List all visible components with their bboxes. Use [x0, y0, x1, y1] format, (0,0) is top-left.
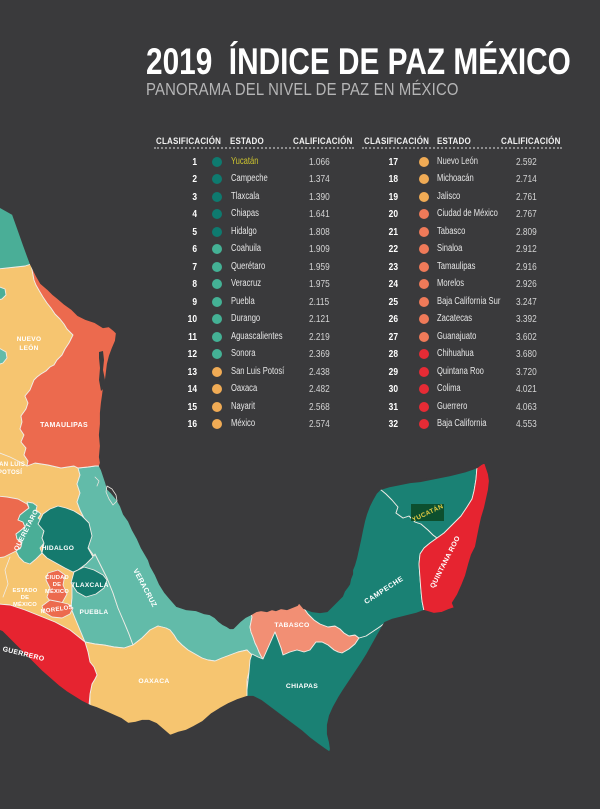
svg-text:MORELOS: MORELOS: [40, 605, 73, 615]
svg-text:HIDALGO: HIDALGO: [42, 545, 75, 552]
svg-text:PUEBLA: PUEBLA: [80, 609, 109, 616]
svg-text:TAMAULIPAS: TAMAULIPAS: [40, 422, 88, 429]
svg-text:CIUDAD: CIUDAD: [45, 575, 69, 581]
svg-text:NUEVO: NUEVO: [17, 336, 42, 343]
svg-text:TABASCO: TABASCO: [274, 622, 309, 629]
svg-text:LEÓN: LEÓN: [19, 343, 38, 352]
svg-text:TLAXCALA: TLAXCALA: [71, 582, 108, 589]
svg-text:SAN LUIS: SAN LUIS: [0, 462, 25, 468]
svg-text:DE: DE: [21, 595, 29, 601]
svg-text:OAXACA: OAXACA: [138, 678, 169, 685]
svg-text:MÉXICO: MÉXICO: [13, 600, 37, 608]
svg-text:MÉXICO: MÉXICO: [45, 587, 69, 595]
svg-text:POTOSÍ: POTOSÍ: [0, 468, 22, 476]
svg-text:ESTADO: ESTADO: [13, 588, 38, 594]
svg-text:DE: DE: [53, 582, 61, 588]
svg-text:CHIAPAS: CHIAPAS: [286, 683, 318, 690]
